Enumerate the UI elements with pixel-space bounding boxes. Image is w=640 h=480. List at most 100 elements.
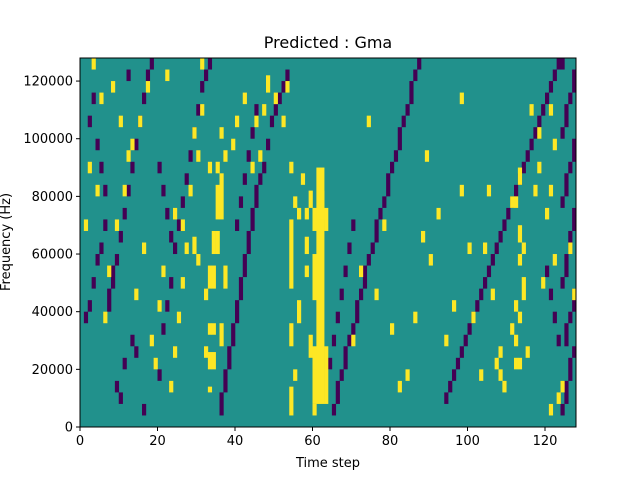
- heatmap-cell-low: [122, 357, 127, 370]
- x-axis-label: Time step: [295, 456, 360, 471]
- heatmap-cell-high: [308, 334, 313, 358]
- heatmap-cell-low: [165, 300, 170, 312]
- heatmap-cell-high: [510, 196, 515, 208]
- heatmap-cell-low: [200, 81, 205, 93]
- heatmap-cell-high: [211, 352, 216, 370]
- heatmap-cell-high: [204, 346, 209, 358]
- heatmap-cell-high: [568, 242, 573, 255]
- heatmap-cell-low: [463, 334, 468, 347]
- heatmap-cell-high: [537, 161, 542, 174]
- heatmap-cell-high: [297, 207, 302, 220]
- heatmap-cell-low: [548, 81, 554, 93]
- heatmap-cell-low: [514, 184, 519, 197]
- heatmap-cell-high: [517, 311, 523, 324]
- heatmap-cell-high: [529, 104, 534, 116]
- heatmap-cell-high: [444, 334, 449, 347]
- heatmap-cell-high: [242, 92, 247, 105]
- heatmap-cell-high: [421, 230, 426, 243]
- heatmap-cell-high: [138, 115, 143, 128]
- heatmap-cell-high: [281, 115, 286, 128]
- heatmap-cell-low: [397, 127, 402, 151]
- x-tick-label: 60: [304, 434, 321, 449]
- heatmap-cell-low: [134, 138, 139, 151]
- plot-frame: [79, 57, 577, 428]
- heatmap-cell-low: [564, 104, 569, 128]
- heatmap-cell-low: [355, 300, 360, 324]
- heatmap-cell-high: [262, 104, 267, 116]
- heatmap-cell-high: [215, 161, 220, 174]
- heatmap-cell-low: [572, 346, 577, 358]
- heatmap-cell-low: [556, 58, 561, 70]
- heatmap-cell-high: [204, 288, 209, 301]
- heatmap-cell-low: [169, 277, 174, 289]
- heatmap-cell-low: [223, 369, 228, 393]
- heatmap-cell-high: [490, 288, 495, 301]
- x-tick-label: 0: [76, 434, 84, 449]
- heatmap-cell-low: [238, 277, 244, 301]
- heatmap-cell-low: [405, 104, 410, 116]
- heatmap-cell-low: [339, 288, 344, 301]
- heatmap-cell-high: [180, 219, 185, 231]
- heatmap-cell-high: [300, 173, 306, 185]
- heatmap-cell-low: [235, 300, 240, 324]
- heatmap-cell-low: [126, 184, 131, 197]
- heatmap-cell-low: [545, 265, 550, 278]
- heatmap-cell-high: [99, 92, 104, 105]
- heatmap-cell-low: [409, 81, 414, 105]
- heatmap-cell-high: [192, 127, 197, 139]
- heatmap-cell-high: [157, 300, 162, 312]
- heatmap-cell-high: [312, 346, 317, 404]
- heatmap-cell-low: [266, 138, 271, 151]
- heatmap-cell-high: [289, 219, 294, 289]
- heatmap-cell-high: [258, 150, 263, 162]
- plot-area: [80, 58, 577, 427]
- heatmap-cell-high: [188, 184, 193, 197]
- heatmap-cell-low: [250, 127, 255, 139]
- heatmap-cell-low: [99, 242, 104, 255]
- heatmap-cell-high: [114, 219, 120, 231]
- heatmap-cell-high: [184, 242, 189, 255]
- heatmap-cell-high: [83, 219, 89, 231]
- heatmap-cell-high: [413, 311, 418, 324]
- heatmap-cell-low: [362, 265, 368, 289]
- heatmap-cell-high: [200, 104, 205, 116]
- heatmap-cell-low: [180, 196, 185, 208]
- heatmap-cell-low: [413, 69, 418, 82]
- heatmap-cell-low: [568, 161, 573, 174]
- y-tick-label: 100000: [23, 132, 73, 147]
- heatmap-cell-high: [223, 150, 228, 162]
- chart-title: Predicted : Gma: [264, 33, 392, 52]
- heatmap-cell-low: [521, 161, 526, 174]
- heatmap-cell-low: [335, 380, 340, 404]
- heatmap-cell-high: [254, 115, 259, 128]
- heatmap-cell-low: [467, 323, 472, 335]
- heatmap-cell-high: [196, 254, 201, 266]
- heatmap-cell-high: [382, 219, 387, 231]
- heatmap-cell-high: [517, 357, 523, 370]
- heatmap-cell-low: [235, 219, 240, 231]
- heatmap-cell-high: [436, 207, 441, 220]
- heatmap-cell-low: [370, 242, 375, 255]
- heatmap-cell-high: [390, 323, 395, 335]
- heatmap-cell-low: [525, 150, 530, 162]
- heatmap-cell-low: [572, 207, 577, 231]
- heatmap-cell-high: [173, 346, 178, 358]
- heatmap-cell-high: [517, 167, 523, 185]
- heatmap-cell-low: [157, 161, 162, 174]
- heatmap-cell-high: [207, 352, 213, 370]
- heatmap-cell-low: [545, 92, 550, 105]
- heatmap-cell-low: [114, 380, 120, 393]
- heatmap-cell-low: [231, 323, 236, 347]
- heatmap-cell-low: [196, 104, 201, 116]
- heatmap-cell-low: [254, 104, 259, 116]
- heatmap-cell-low: [343, 265, 348, 278]
- y-axis-label: Frequency (Hz): [0, 193, 14, 291]
- heatmap-cell-high: [180, 277, 185, 289]
- heatmap-cell-high: [289, 386, 294, 416]
- heatmap-cell-high: [483, 242, 488, 255]
- heatmap-cell-low: [277, 92, 282, 105]
- heatmap-cell-low: [568, 357, 573, 381]
- heatmap-cell-low: [161, 184, 166, 197]
- heatmap-cell-low: [556, 334, 561, 347]
- heatmap-cell-high: [231, 138, 236, 151]
